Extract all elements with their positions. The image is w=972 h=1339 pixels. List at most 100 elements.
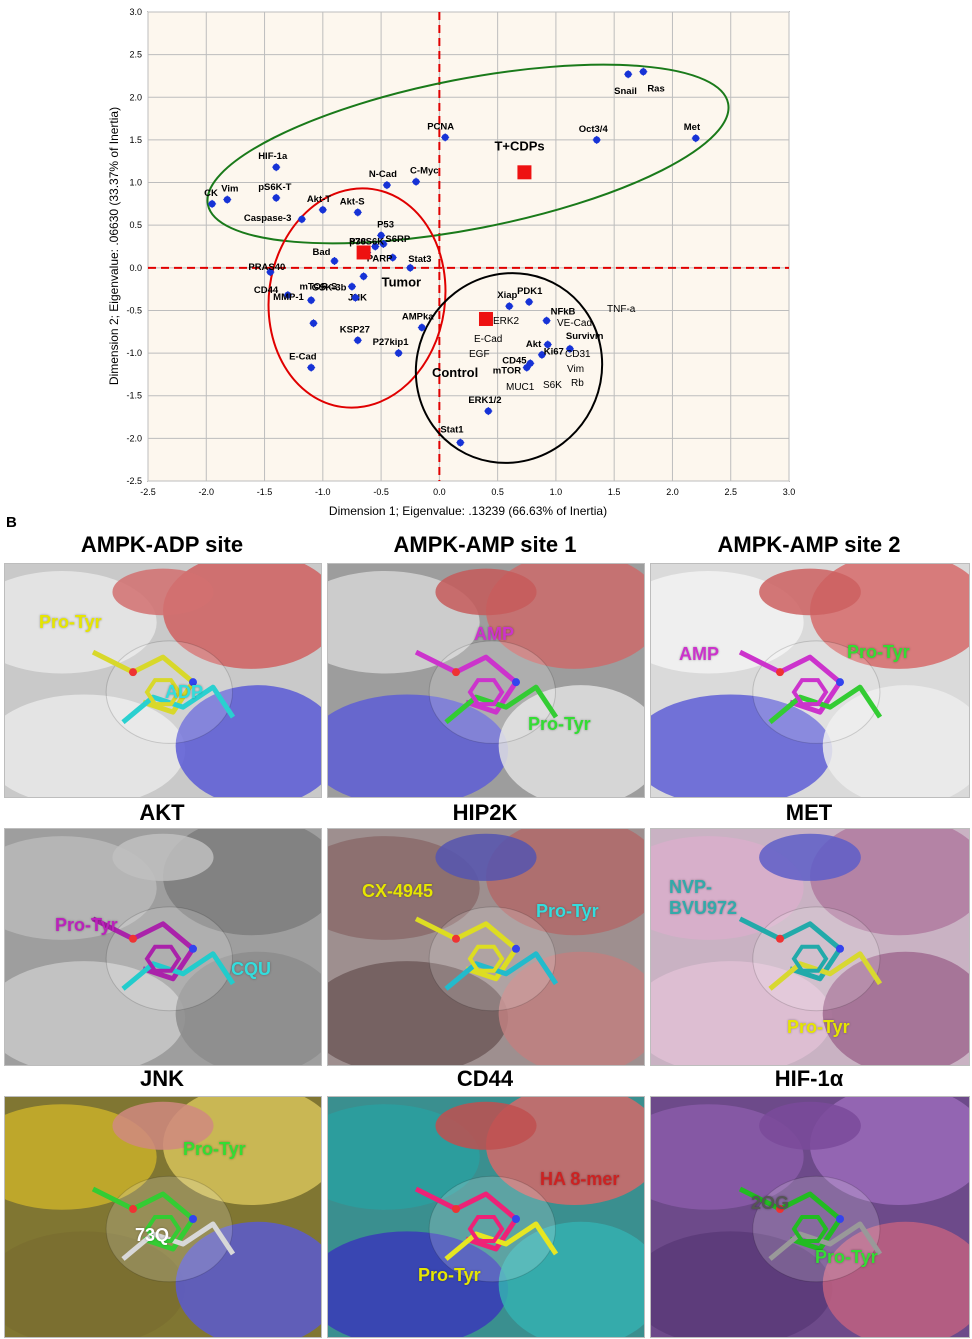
point-label: N-Cad <box>369 169 397 180</box>
ligand-ring <box>144 944 182 973</box>
atom-n <box>836 678 844 687</box>
point-label: P53 <box>377 219 394 230</box>
data-point: PARP <box>367 253 397 265</box>
ligand-label: Pro-Tyr <box>39 612 102 632</box>
data-point: Snail <box>614 70 637 97</box>
data-point: MMP-1 <box>273 292 316 305</box>
molecular-surface-render <box>5 1097 321 1337</box>
surface-patch <box>759 833 861 881</box>
ligand-2-stick <box>768 1221 883 1261</box>
point-label: Oct3/4 <box>579 124 609 135</box>
atom-n <box>512 678 520 687</box>
surface-patch <box>651 961 833 1065</box>
point-label: Survivin <box>566 331 604 342</box>
correspondence-analysis-chart: -2.5 -2.0 -1.5 -1.0 -0.5 0.0 0.5 1.0 1.5 2.0 2.5 3.… <box>0 0 972 520</box>
data-point: Vim <box>221 184 239 204</box>
ligand-1-stick <box>91 1186 196 1252</box>
ligand-label: NVP-BVU972 <box>669 877 738 918</box>
point-label: PDK1 <box>517 286 543 297</box>
ligand-label: Pro-Tyr <box>183 1139 246 1159</box>
surface-patch <box>175 1221 321 1337</box>
surface-patch <box>435 1101 537 1150</box>
data-point: Bad <box>312 247 339 265</box>
y-tick-label: -2.5 <box>126 476 142 486</box>
data-point: HIF-1a <box>258 151 288 172</box>
point-label: Met <box>684 122 701 133</box>
molecular-surface-render <box>5 829 321 1065</box>
surface-patch <box>651 694 833 797</box>
data-point: P27kip1 <box>373 337 409 358</box>
point-label: PCNA <box>427 121 454 132</box>
structure-tile: AMP Pro-Tyr <box>327 563 645 798</box>
atom-o <box>129 668 137 677</box>
plain-label: EGF <box>469 349 490 360</box>
atom-o <box>776 934 784 943</box>
atom-o <box>452 1205 460 1213</box>
point-label: MMP-1 <box>273 292 304 303</box>
ellipse-layer <box>206 63 730 464</box>
data-point: Stat3 <box>406 254 431 272</box>
ligand-ring <box>467 678 505 707</box>
structure-tile-title: JNK <box>139 1066 184 1091</box>
x-tick-label: 0.5 <box>491 487 504 497</box>
ligand-label: Pro-Tyr <box>528 714 591 734</box>
atom-n <box>512 944 520 953</box>
molecular-surface-render <box>328 829 644 1065</box>
surface-patch <box>175 685 321 797</box>
point-label: C-Myc <box>410 166 439 177</box>
plain-label: ERK2 <box>493 316 520 327</box>
point-label: Vim <box>221 184 238 195</box>
axes-layer: -2.5 -2.0 -1.5 -1.0 -0.5 0.0 0.5 1.0 1.5 2.0 2.5 3.… <box>126 7 795 497</box>
data-point: GSK-3b <box>312 272 368 293</box>
surface-patch <box>498 1221 644 1337</box>
structure-tile: CX-4945 Pro-Tyr <box>327 828 645 1066</box>
ligand-2-stick <box>444 684 559 725</box>
group-centroid-marker <box>356 245 371 260</box>
point-label: Stat3 <box>408 254 431 265</box>
ligand-label: 73Q <box>135 1225 170 1245</box>
y-tick-label: 0.0 <box>129 263 142 273</box>
data-point: P53 <box>377 219 394 240</box>
surface-patch <box>175 951 321 1065</box>
point-label: Snail <box>614 86 637 97</box>
point-label: Akt-T <box>307 194 331 205</box>
surface-patch <box>5 961 186 1065</box>
structure-tile: NVP-BVU972 Pro-Tyr <box>650 828 970 1066</box>
x-tick-label: -2.0 <box>199 487 215 497</box>
structure-tile: Pro-Tyr CQU <box>4 828 322 1066</box>
data-point: CD44 <box>254 285 292 300</box>
binding-pocket <box>105 906 234 1012</box>
binding-pocket <box>752 906 881 1012</box>
x-tick-label: 0.0 <box>433 487 446 497</box>
atom-n <box>512 1215 520 1223</box>
y-tick-label: -2.0 <box>126 433 142 443</box>
plain-label: Vim <box>567 364 584 375</box>
surface-patch <box>5 1231 186 1337</box>
surface-patch <box>328 961 509 1065</box>
plain-label: VE-Cad <box>557 318 592 329</box>
ligand-2-stick <box>768 684 883 725</box>
data-point: Akt-T <box>307 194 331 214</box>
point-label: ERK1/2 <box>468 395 501 406</box>
y-tick-label: -1.5 <box>126 391 142 401</box>
data-point: NFkB <box>542 307 576 325</box>
ligand-label: AMP <box>474 624 514 644</box>
point-label: NFkB <box>551 307 576 318</box>
y-axis-title: Dimension 2; Eigenvalue: .06630 (33.37% … <box>107 107 121 385</box>
structure-tile: Pro-Tyr ADP <box>4 563 322 798</box>
ligand-label: Pro-Tyr <box>847 642 910 662</box>
atom-o <box>452 668 460 677</box>
data-point: Ki67 <box>543 340 564 358</box>
point-label: PARP <box>367 254 393 265</box>
ligand-1-stick <box>414 916 519 982</box>
x-tick-label: -0.5 <box>373 487 389 497</box>
y-tick-label: -1.0 <box>126 348 142 358</box>
atom-n <box>189 1215 197 1223</box>
molecular-surface-render <box>651 564 969 797</box>
data-point: N-Cad <box>369 169 397 190</box>
data-point: Oct3/4 <box>579 124 609 144</box>
ligand-label: AMP <box>679 644 719 664</box>
atom-o <box>129 1205 137 1213</box>
plain-label: S6K <box>543 380 562 391</box>
ligand-label: Pro-Tyr <box>55 915 118 935</box>
